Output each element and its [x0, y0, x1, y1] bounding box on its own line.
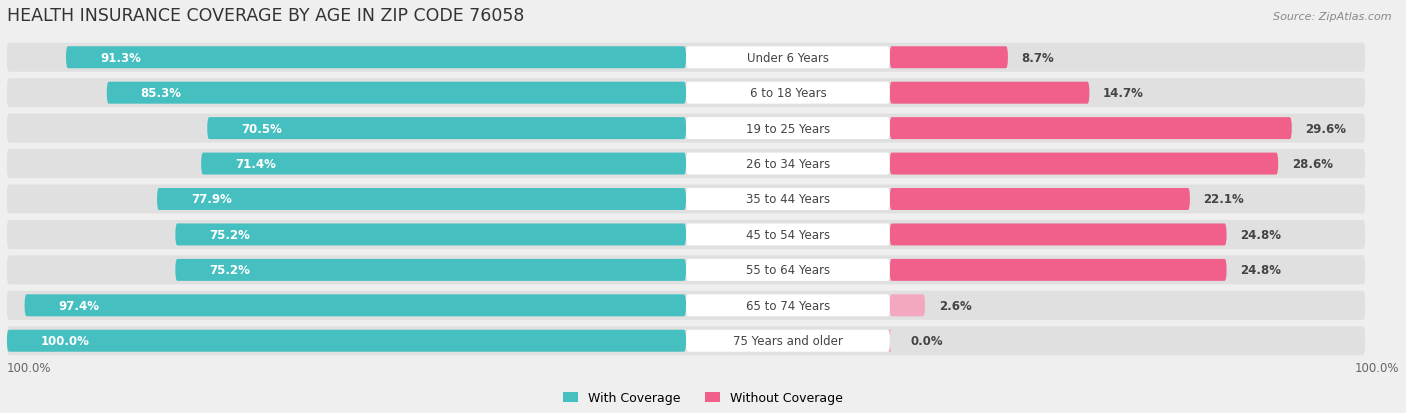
FancyBboxPatch shape	[7, 79, 1365, 108]
Text: 97.4%: 97.4%	[59, 299, 100, 312]
Text: Under 6 Years: Under 6 Years	[747, 52, 830, 64]
Text: 35 to 44 Years: 35 to 44 Years	[745, 193, 830, 206]
FancyBboxPatch shape	[157, 189, 686, 211]
Text: Source: ZipAtlas.com: Source: ZipAtlas.com	[1274, 12, 1392, 22]
Text: 24.8%: 24.8%	[1240, 264, 1281, 277]
FancyBboxPatch shape	[686, 47, 890, 69]
FancyBboxPatch shape	[7, 221, 1365, 249]
Text: HEALTH INSURANCE COVERAGE BY AGE IN ZIP CODE 76058: HEALTH INSURANCE COVERAGE BY AGE IN ZIP …	[7, 7, 524, 24]
FancyBboxPatch shape	[890, 47, 1008, 69]
FancyBboxPatch shape	[686, 83, 890, 104]
Text: 100.0%: 100.0%	[1354, 361, 1399, 374]
FancyBboxPatch shape	[7, 150, 1365, 179]
FancyBboxPatch shape	[890, 259, 1226, 281]
FancyBboxPatch shape	[890, 83, 1090, 104]
FancyBboxPatch shape	[107, 83, 686, 104]
Text: 28.6%: 28.6%	[1292, 158, 1333, 171]
Text: 75.2%: 75.2%	[209, 228, 250, 241]
Text: 75 Years and older: 75 Years and older	[733, 335, 842, 347]
FancyBboxPatch shape	[7, 185, 1365, 214]
FancyBboxPatch shape	[7, 326, 1365, 356]
FancyBboxPatch shape	[201, 153, 686, 175]
Text: 75.2%: 75.2%	[209, 264, 250, 277]
Text: 24.8%: 24.8%	[1240, 228, 1281, 241]
Text: 100.0%: 100.0%	[41, 335, 90, 347]
Text: 100.0%: 100.0%	[7, 361, 52, 374]
Text: 19 to 25 Years: 19 to 25 Years	[745, 122, 830, 135]
FancyBboxPatch shape	[686, 189, 890, 211]
FancyBboxPatch shape	[887, 330, 891, 352]
Text: 2.6%: 2.6%	[939, 299, 972, 312]
Text: 8.7%: 8.7%	[1022, 52, 1054, 64]
Text: 22.1%: 22.1%	[1204, 193, 1244, 206]
Text: 0.0%: 0.0%	[910, 335, 943, 347]
Text: 85.3%: 85.3%	[141, 87, 181, 100]
Text: 71.4%: 71.4%	[235, 158, 276, 171]
Text: 26 to 34 Years: 26 to 34 Years	[745, 158, 830, 171]
Text: 91.3%: 91.3%	[100, 52, 141, 64]
FancyBboxPatch shape	[686, 294, 890, 316]
FancyBboxPatch shape	[686, 224, 890, 246]
Legend: With Coverage, Without Coverage: With Coverage, Without Coverage	[558, 386, 848, 409]
Text: 14.7%: 14.7%	[1102, 87, 1144, 100]
Text: 29.6%: 29.6%	[1305, 122, 1347, 135]
FancyBboxPatch shape	[176, 224, 686, 246]
Text: 45 to 54 Years: 45 to 54 Years	[745, 228, 830, 241]
FancyBboxPatch shape	[7, 291, 1365, 320]
FancyBboxPatch shape	[7, 114, 1365, 143]
FancyBboxPatch shape	[686, 118, 890, 140]
FancyBboxPatch shape	[7, 256, 1365, 285]
FancyBboxPatch shape	[890, 153, 1278, 175]
Text: 65 to 74 Years: 65 to 74 Years	[745, 299, 830, 312]
FancyBboxPatch shape	[890, 118, 1292, 140]
FancyBboxPatch shape	[686, 153, 890, 175]
FancyBboxPatch shape	[176, 259, 686, 281]
FancyBboxPatch shape	[207, 118, 686, 140]
Text: 6 to 18 Years: 6 to 18 Years	[749, 87, 827, 100]
FancyBboxPatch shape	[66, 47, 686, 69]
FancyBboxPatch shape	[24, 294, 686, 316]
Text: 70.5%: 70.5%	[242, 122, 283, 135]
FancyBboxPatch shape	[890, 294, 925, 316]
FancyBboxPatch shape	[890, 189, 1189, 211]
FancyBboxPatch shape	[686, 259, 890, 281]
FancyBboxPatch shape	[686, 330, 890, 352]
Text: 77.9%: 77.9%	[191, 193, 232, 206]
FancyBboxPatch shape	[890, 224, 1226, 246]
FancyBboxPatch shape	[7, 44, 1365, 73]
FancyBboxPatch shape	[7, 330, 686, 352]
Text: 55 to 64 Years: 55 to 64 Years	[745, 264, 830, 277]
